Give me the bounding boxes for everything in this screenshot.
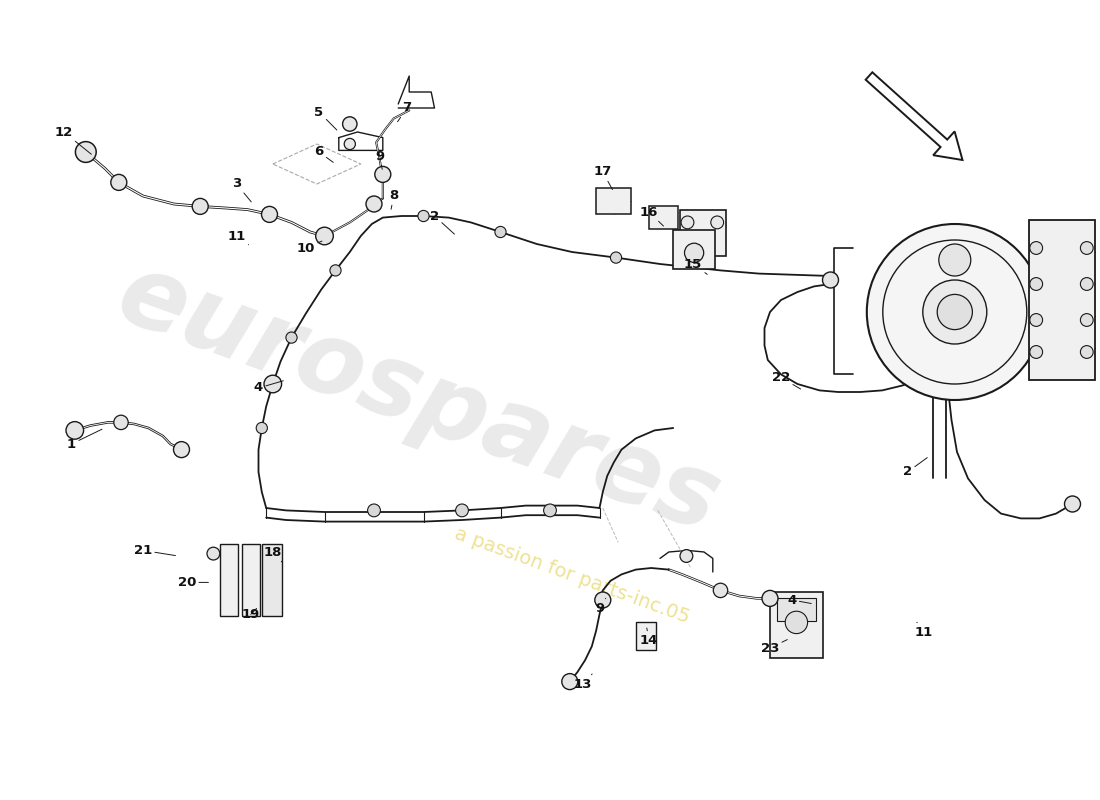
Circle shape xyxy=(595,592,610,608)
Text: 19: 19 xyxy=(242,608,260,621)
Circle shape xyxy=(1080,346,1093,358)
Circle shape xyxy=(66,422,84,439)
Text: eurospares: eurospares xyxy=(104,246,732,554)
Circle shape xyxy=(923,280,987,344)
Circle shape xyxy=(681,216,694,229)
Circle shape xyxy=(1065,496,1080,512)
Text: 13: 13 xyxy=(574,674,592,690)
Circle shape xyxy=(375,166,390,182)
Text: 8: 8 xyxy=(389,190,398,210)
Circle shape xyxy=(286,332,297,343)
Circle shape xyxy=(316,227,333,245)
Text: 5: 5 xyxy=(315,106,337,130)
Text: 1: 1 xyxy=(67,430,102,450)
Circle shape xyxy=(823,272,838,288)
Circle shape xyxy=(867,224,1043,400)
Text: 20: 20 xyxy=(178,576,208,589)
Bar xyxy=(262,544,282,616)
Bar xyxy=(636,622,656,650)
Text: 2: 2 xyxy=(903,458,927,478)
Text: 22: 22 xyxy=(772,371,801,389)
Circle shape xyxy=(938,244,971,276)
Circle shape xyxy=(264,375,282,393)
Circle shape xyxy=(367,504,381,517)
Circle shape xyxy=(1030,314,1043,326)
Circle shape xyxy=(113,415,129,430)
Bar xyxy=(673,230,715,269)
Bar xyxy=(680,210,726,256)
Circle shape xyxy=(455,504,469,517)
Text: 10: 10 xyxy=(297,241,322,254)
Text: 11: 11 xyxy=(228,230,249,245)
Text: 9: 9 xyxy=(375,150,384,170)
Text: 21: 21 xyxy=(134,544,176,557)
Circle shape xyxy=(713,583,728,598)
Circle shape xyxy=(680,550,693,562)
Text: 4: 4 xyxy=(788,594,812,606)
Circle shape xyxy=(543,504,557,517)
Circle shape xyxy=(174,442,189,458)
Circle shape xyxy=(1080,278,1093,290)
Bar xyxy=(649,206,678,229)
Circle shape xyxy=(192,198,208,214)
Circle shape xyxy=(1030,346,1043,358)
Text: 9: 9 xyxy=(595,598,606,614)
Text: 11: 11 xyxy=(915,622,933,638)
Circle shape xyxy=(418,210,429,222)
Bar xyxy=(596,188,631,214)
Bar xyxy=(1028,220,1094,380)
Text: 6: 6 xyxy=(315,146,333,162)
Circle shape xyxy=(562,674,578,690)
Bar xyxy=(777,598,816,621)
Circle shape xyxy=(495,226,506,238)
Circle shape xyxy=(344,138,355,150)
Text: 16: 16 xyxy=(640,206,663,226)
Circle shape xyxy=(76,142,96,162)
Bar xyxy=(242,544,260,616)
Circle shape xyxy=(1080,314,1093,326)
Circle shape xyxy=(684,243,704,262)
Text: 3: 3 xyxy=(232,178,251,202)
Text: 12: 12 xyxy=(55,126,91,154)
Text: 2: 2 xyxy=(430,210,454,234)
Text: 14: 14 xyxy=(640,628,658,646)
Circle shape xyxy=(111,174,126,190)
Circle shape xyxy=(1080,242,1093,254)
Circle shape xyxy=(681,238,694,251)
Circle shape xyxy=(711,216,724,229)
Circle shape xyxy=(330,265,341,276)
Circle shape xyxy=(610,252,621,263)
Circle shape xyxy=(342,117,358,131)
Circle shape xyxy=(785,611,807,634)
Text: a passion for parts-inc.05: a passion for parts-inc.05 xyxy=(452,525,692,627)
Circle shape xyxy=(366,196,382,212)
Text: 4: 4 xyxy=(254,381,284,394)
Text: 18: 18 xyxy=(264,546,282,562)
Text: 17: 17 xyxy=(594,166,613,190)
Circle shape xyxy=(937,294,972,330)
Circle shape xyxy=(207,547,220,560)
Circle shape xyxy=(1030,242,1043,254)
Text: 23: 23 xyxy=(761,640,788,654)
Circle shape xyxy=(256,422,267,434)
Bar xyxy=(220,544,238,616)
Circle shape xyxy=(1030,278,1043,290)
Circle shape xyxy=(262,206,277,222)
Bar xyxy=(770,592,823,658)
Text: 7: 7 xyxy=(397,102,411,122)
Text: 15: 15 xyxy=(684,258,707,274)
Circle shape xyxy=(762,590,778,606)
